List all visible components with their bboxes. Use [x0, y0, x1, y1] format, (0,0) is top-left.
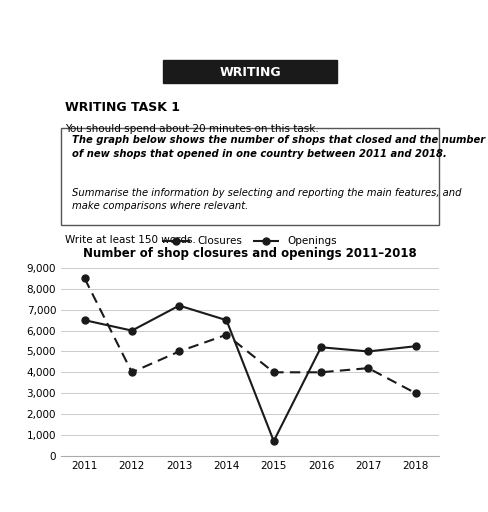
- Title: Number of shop closures and openings 2011–2018: Number of shop closures and openings 201…: [83, 247, 417, 260]
- Closures: [366, 348, 371, 354]
- Closures: [81, 317, 87, 323]
- Closures: [318, 344, 324, 350]
- Text: WRITING TASK 1: WRITING TASK 1: [65, 101, 180, 114]
- Openings: [318, 369, 324, 375]
- Openings: [176, 348, 182, 354]
- FancyBboxPatch shape: [61, 129, 439, 225]
- Text: WRITING: WRITING: [219, 66, 281, 79]
- Openings: [366, 365, 371, 371]
- Text: Summarise the information by selecting and reporting the main features, and make: Summarise the information by selecting a…: [72, 187, 462, 211]
- Line: Closures: Closures: [81, 302, 419, 444]
- Closures: [413, 343, 419, 349]
- Text: The graph below shows the number of shops that closed and the number of new shop: The graph below shows the number of shop…: [72, 135, 486, 159]
- Legend: Closures, Openings: Closures, Openings: [159, 232, 341, 250]
- Closures: [224, 317, 229, 323]
- Openings: [224, 332, 229, 338]
- Line: Openings: Openings: [81, 275, 419, 397]
- Openings: [413, 390, 419, 396]
- Closures: [129, 328, 135, 334]
- Openings: [129, 369, 135, 375]
- Text: You should spend about 20 minutes on this task.: You should spend about 20 minutes on thi…: [65, 124, 319, 135]
- Openings: [271, 369, 277, 375]
- Openings: [81, 275, 87, 282]
- Closures: [176, 303, 182, 309]
- Text: Write at least 150 words.: Write at least 150 words.: [65, 235, 196, 245]
- Closures: [271, 438, 277, 444]
- FancyBboxPatch shape: [163, 60, 337, 83]
